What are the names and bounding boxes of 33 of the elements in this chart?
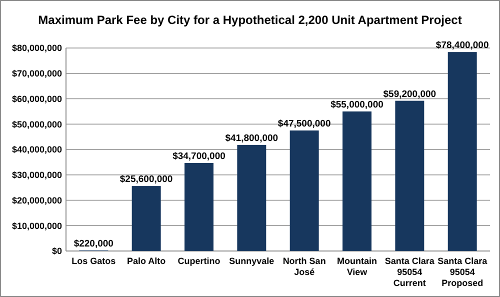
data-label: $34,700,000 bbox=[172, 150, 226, 162]
bar bbox=[290, 130, 319, 251]
bar bbox=[237, 144, 266, 251]
y-tick-label: $50,000,000 bbox=[12, 119, 62, 130]
y-tick-label: $40,000,000 bbox=[12, 144, 62, 155]
bar bbox=[448, 52, 477, 251]
y-tick-label: $20,000,000 bbox=[12, 195, 62, 206]
bar bbox=[132, 186, 161, 251]
x-tick-label: Palo Alto bbox=[126, 256, 166, 266]
bar bbox=[395, 100, 424, 251]
x-tick-label: Santa Clara 95054 Proposed bbox=[438, 256, 488, 288]
x-tick-label: Santa Clara 95054 Current bbox=[384, 256, 436, 288]
data-label: $78,400,000 bbox=[436, 40, 489, 52]
data-label: $220,000 bbox=[74, 238, 114, 250]
y-tick-label: $30,000,000 bbox=[12, 170, 62, 180]
chart-title: Maximum Park Fee by City for a Hypothetical 2,200 Unit Apartment Project bbox=[38, 13, 462, 27]
x-tick-label: Cupertino bbox=[178, 256, 221, 266]
data-label: $47,500,000 bbox=[278, 118, 331, 130]
bar bbox=[342, 111, 372, 251]
y-tick-label: $60,000,000 bbox=[12, 94, 62, 104]
data-label: $59,200,000 bbox=[383, 88, 436, 100]
x-tick-label: North San José bbox=[282, 256, 326, 277]
y-tick-label: $70,000,000 bbox=[12, 68, 62, 79]
y-tick-label: $10,000,000 bbox=[12, 220, 62, 231]
y-tick-label: $80,000,000 bbox=[12, 43, 62, 54]
data-label: $25,600,000 bbox=[120, 174, 173, 186]
x-tick-label: Los Gatos bbox=[72, 256, 116, 266]
bar bbox=[184, 162, 214, 251]
x-tick-label: Mountain View bbox=[337, 256, 378, 277]
data-label: $41,800,000 bbox=[225, 132, 278, 144]
data-label: $55,000,000 bbox=[330, 99, 384, 110]
x-tick-label: Sunnyvale bbox=[229, 256, 274, 266]
y-tick-label: $0 bbox=[52, 246, 62, 256]
